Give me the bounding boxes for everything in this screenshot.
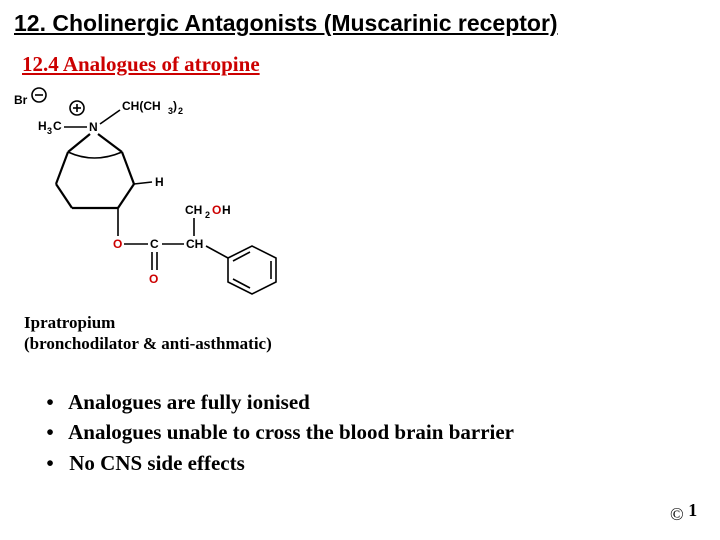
section-subtitle: 12.4 Analogues of atropine: [22, 52, 260, 77]
atom-chch3-sub2: 2: [178, 106, 183, 116]
bullet-dot: •: [36, 388, 64, 416]
atom-br: Br: [14, 93, 28, 107]
atom-ch: CH: [186, 237, 203, 251]
atom-h3c-3: 3: [47, 126, 52, 136]
atom-n: N: [89, 120, 98, 134]
bullet-dot: •: [36, 449, 64, 477]
caption-line2: (bronchodilator & anti-asthmatic): [24, 333, 272, 354]
atom-oh-o: O: [212, 203, 221, 217]
atom-h-ring: H: [155, 175, 164, 189]
bond-b1-ll: [56, 152, 68, 184]
page-title: 12. Cholinergic Antagonists (Muscarinic …: [14, 10, 558, 37]
bullet-text: Analogues unable to cross the blood brai…: [68, 420, 514, 444]
bond-c3-h: [134, 182, 152, 184]
atom-ch2: CH: [185, 203, 202, 217]
atom-ch2-sub: 2: [205, 210, 210, 220]
structure-caption: Ipratropium (bronchodilator & anti-asthm…: [24, 312, 272, 355]
atom-h3c-c: C: [53, 119, 62, 133]
phenyl-ring: [228, 246, 276, 294]
bond-rl-br: [118, 184, 134, 208]
bullet-text: Analogues are fully ionised: [68, 390, 310, 414]
list-item: • Analogues unable to cross the blood br…: [36, 418, 514, 446]
bond-n-isopropyl: [100, 110, 120, 124]
footer: © 1: [670, 504, 697, 525]
caption-line1: Ipratropium: [24, 312, 272, 333]
list-item: • No CNS side effects: [36, 449, 514, 477]
atom-o-dbl: O: [149, 272, 158, 286]
bond-n-b2: [98, 134, 122, 152]
bullet-dot: •: [36, 418, 64, 446]
atom-c-carbonyl: C: [150, 237, 159, 251]
bond-b2-rl: [122, 152, 134, 184]
bond-ch-ph: [206, 246, 228, 258]
atom-chch3: CH(CH: [122, 99, 161, 113]
atom-oh-h: H: [222, 203, 231, 217]
chemical-structure: Br H 3 C N CH(CH 3 ) 2: [12, 86, 292, 304]
bullet-list: • Analogues are fully ionised • Analogue…: [36, 388, 514, 479]
bullet-text: No CNS side effects: [69, 451, 245, 475]
page-number: 1: [688, 500, 697, 520]
bond-n-b1: [68, 134, 90, 152]
bond-ll-bl: [56, 184, 72, 208]
atom-chch3-tail: ): [173, 99, 177, 113]
atom-h3c-h: H: [38, 119, 47, 133]
atom-o-ester: O: [113, 237, 122, 251]
copyright-symbol: ©: [670, 504, 684, 524]
list-item: • Analogues are fully ionised: [36, 388, 514, 416]
bond-bridge-back: [68, 152, 122, 158]
